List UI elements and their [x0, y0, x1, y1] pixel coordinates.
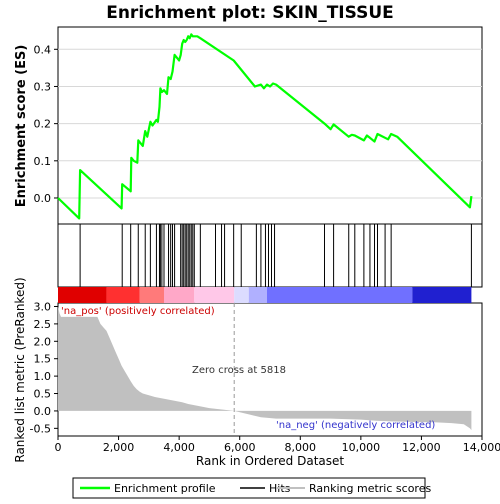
x-tick-label: 10,000 [342, 441, 381, 454]
x-tick-label: 14,000 [463, 441, 500, 454]
x-tick-label: 2,000 [103, 441, 135, 454]
metric-y-tick-label: 0.0 [34, 405, 52, 418]
es-y-axis-label: Enrichment score (ES) [14, 45, 29, 208]
colorbar-segment [58, 287, 106, 303]
es-y-axis: 0.0 0.1 0.2 0.3 0.4 [34, 43, 59, 205]
x-tick-label: 4,000 [163, 441, 195, 454]
metric-y-tick-label: 3.0 [34, 300, 52, 313]
metric-y-axis: -0.5 0.0 0.5 1.0 1.5 2.0 2.5 3.0 [30, 300, 58, 435]
es-y-tick-label: 0.3 [34, 80, 52, 93]
es-y-tick-label: 0.1 [34, 155, 52, 168]
colorbar-segment [267, 287, 412, 303]
x-tick-label: 6,000 [224, 441, 256, 454]
na-neg-annotation: 'na_neg' (negatively correlated) [276, 420, 435, 431]
metric-y-tick-label: 2.5 [34, 318, 52, 331]
es-y-tick-label: 0.2 [34, 118, 52, 131]
metric-y-tick-label: 1.5 [34, 353, 52, 366]
metric-y-tick-label: -0.5 [30, 422, 51, 435]
legend-label-metric: Ranking metric scores [309, 482, 431, 495]
hits-panel [58, 224, 482, 287]
x-axis: 0 2,000 4,000 6,000 8,000 10,000 12,000 14,000 [55, 436, 500, 454]
chart-title: Enrichment plot: SKIN_TISSUE [106, 3, 394, 23]
colorbar-segment [412, 287, 471, 303]
colorbar-segment [194, 287, 234, 303]
metric-y-tick-label: 2.0 [34, 335, 52, 348]
legend-label-enrichment: Enrichment profile [114, 482, 216, 495]
metric-y-axis-label: Ranked list metric (PreRanked) [13, 277, 27, 462]
metric-y-tick-label: 1.0 [34, 370, 52, 383]
metric-y-tick-label: 0.5 [34, 388, 52, 401]
x-tick-label: 12,000 [402, 441, 441, 454]
x-tick-label: 8,000 [285, 441, 317, 454]
es-y-tick-label: 0.0 [34, 192, 52, 205]
colorbar-segment [164, 287, 194, 303]
es-y-tick-label: 0.4 [34, 43, 52, 56]
colorbar-segment [140, 287, 164, 303]
colorbar-segment [234, 287, 249, 303]
na-pos-annotation: 'na_pos' (positively correlated) [61, 306, 215, 317]
rank-colorbar [58, 287, 471, 303]
colorbar-segment [106, 287, 139, 303]
x-tick-label: 0 [55, 441, 62, 454]
zero-cross-annotation: Zero cross at 5818 [192, 365, 286, 376]
colorbar-segment [249, 287, 267, 303]
x-axis-label: Rank in Ordered Dataset [196, 454, 344, 468]
